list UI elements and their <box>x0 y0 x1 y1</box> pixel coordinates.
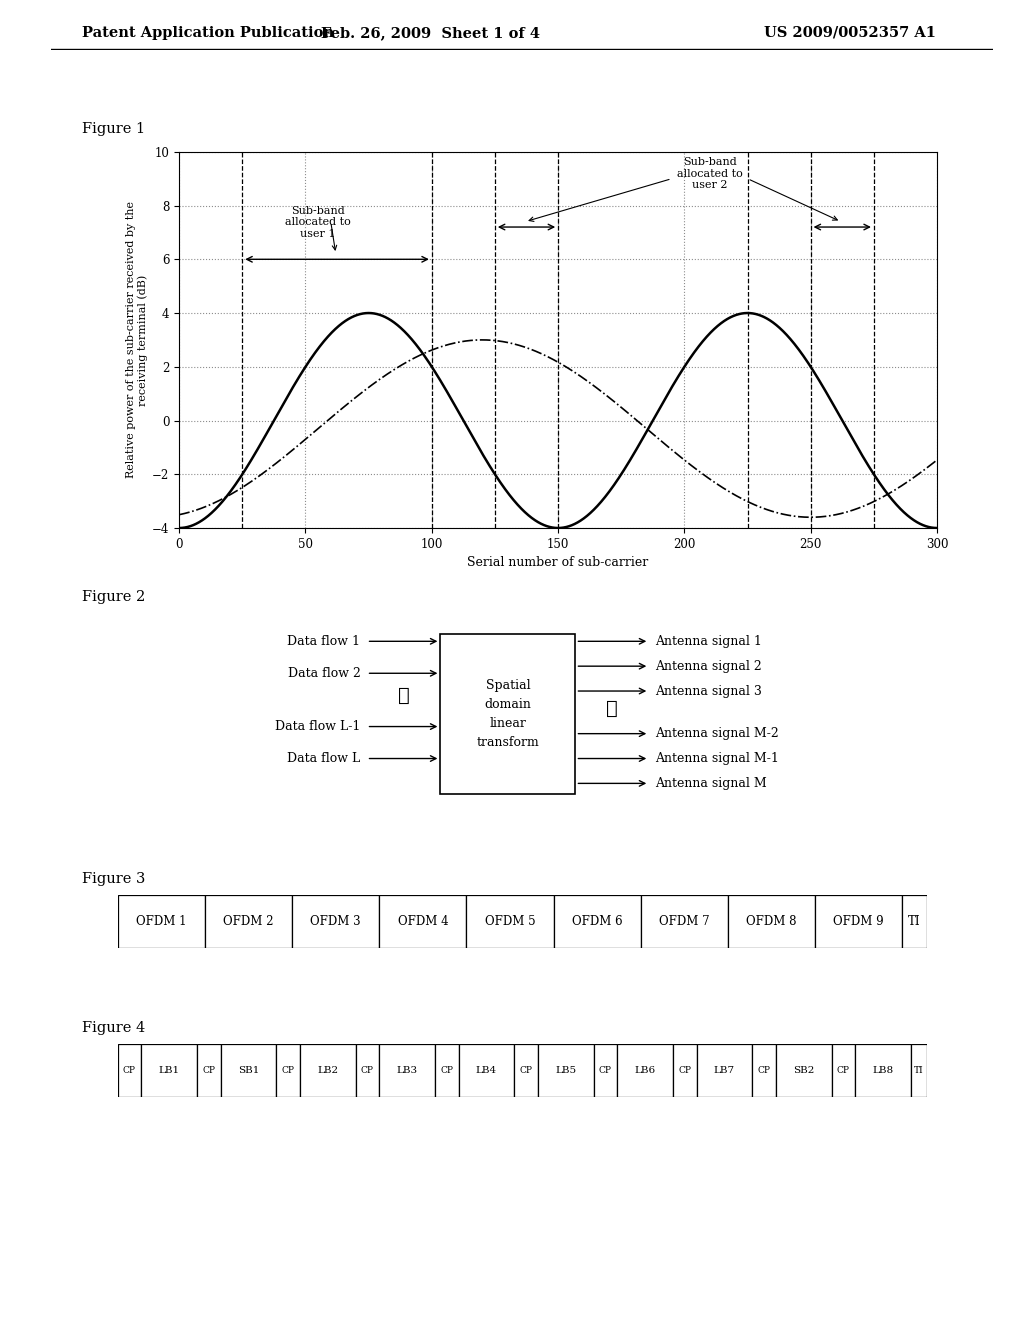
Bar <box>118 895 205 948</box>
Text: Antenna signal 3: Antenna signal 3 <box>655 685 762 697</box>
Text: Antenna signal M-2: Antenna signal M-2 <box>655 727 779 741</box>
Text: CP: CP <box>203 1067 215 1074</box>
Bar <box>379 895 467 948</box>
Bar <box>197 1044 220 1097</box>
Text: OFDM 4: OFDM 4 <box>397 915 449 928</box>
Text: ⋮: ⋮ <box>397 688 410 705</box>
Text: Antenna signal M: Antenna signal M <box>655 777 767 789</box>
Text: OFDM 7: OFDM 7 <box>659 915 710 928</box>
Bar <box>514 1044 538 1097</box>
Text: Figure 1: Figure 1 <box>82 123 145 136</box>
Bar <box>753 1044 776 1097</box>
Bar <box>538 1044 594 1097</box>
Text: CP: CP <box>519 1067 532 1074</box>
Text: LB7: LB7 <box>714 1067 735 1074</box>
Bar <box>220 1044 276 1097</box>
Bar <box>141 1044 197 1097</box>
Text: SB2: SB2 <box>794 1067 814 1074</box>
Text: CP: CP <box>361 1067 374 1074</box>
Bar <box>300 1044 355 1097</box>
Text: OFDM 6: OFDM 6 <box>571 915 623 928</box>
Text: LB5: LB5 <box>555 1067 577 1074</box>
Text: Feb. 26, 2009  Sheet 1 of 4: Feb. 26, 2009 Sheet 1 of 4 <box>321 26 540 40</box>
Text: Data flow 1: Data flow 1 <box>288 635 360 648</box>
Bar <box>205 895 292 948</box>
Text: LB2: LB2 <box>317 1067 338 1074</box>
Bar <box>673 1044 696 1097</box>
Bar <box>594 1044 617 1097</box>
Text: OFDM 5: OFDM 5 <box>484 915 536 928</box>
Text: TI: TI <box>908 915 921 928</box>
Text: Data flow 2: Data flow 2 <box>288 667 360 680</box>
Text: CP: CP <box>440 1067 454 1074</box>
Bar <box>641 895 728 948</box>
Text: Antenna signal 2: Antenna signal 2 <box>655 660 762 673</box>
Bar <box>815 895 902 948</box>
Text: LB4: LB4 <box>476 1067 497 1074</box>
Text: LB1: LB1 <box>159 1067 180 1074</box>
Text: Figure 4: Figure 4 <box>82 1022 145 1035</box>
Bar <box>902 895 927 948</box>
Bar <box>728 895 815 948</box>
Bar <box>355 1044 379 1097</box>
Text: Data flow L: Data flow L <box>287 752 360 766</box>
Text: SB1: SB1 <box>238 1067 259 1074</box>
Bar <box>467 895 554 948</box>
Bar <box>118 1044 141 1097</box>
Bar <box>617 1044 673 1097</box>
Text: LB3: LB3 <box>396 1067 418 1074</box>
Bar <box>911 1044 927 1097</box>
Bar <box>776 1044 831 1097</box>
Text: CP: CP <box>282 1067 295 1074</box>
Text: LB6: LB6 <box>635 1067 655 1074</box>
Bar <box>276 1044 300 1097</box>
Bar <box>696 1044 753 1097</box>
Bar <box>855 1044 911 1097</box>
Text: Data flow L-1: Data flow L-1 <box>275 719 360 733</box>
Text: Spatial
domain
linear
transform: Spatial domain linear transform <box>476 678 540 750</box>
Text: OFDM 1: OFDM 1 <box>136 915 186 928</box>
Text: CP: CP <box>123 1067 136 1074</box>
Text: Figure 3: Figure 3 <box>82 873 145 886</box>
Text: OFDM 9: OFDM 9 <box>834 915 884 928</box>
Bar <box>459 1044 514 1097</box>
Text: OFDM 2: OFDM 2 <box>223 915 273 928</box>
Text: Antenna signal M-1: Antenna signal M-1 <box>655 752 779 766</box>
Text: Sub-band
allocated to
user 1: Sub-band allocated to user 1 <box>286 206 351 239</box>
Text: CP: CP <box>678 1067 691 1074</box>
X-axis label: Serial number of sub-carrier: Serial number of sub-carrier <box>467 556 649 569</box>
Text: OFDM 8: OFDM 8 <box>746 915 797 928</box>
Text: Sub-band
allocated to
user 2: Sub-band allocated to user 2 <box>677 157 742 190</box>
Text: Patent Application Publication: Patent Application Publication <box>82 26 334 40</box>
Y-axis label: Relative power of the sub-carrier received by the
receiving terminal (dB): Relative power of the sub-carrier receiv… <box>126 202 147 478</box>
Text: Antenna signal 1: Antenna signal 1 <box>655 635 762 648</box>
Text: LB8: LB8 <box>872 1067 894 1074</box>
Bar <box>379 1044 435 1097</box>
Text: CP: CP <box>758 1067 771 1074</box>
Bar <box>435 1044 459 1097</box>
Text: Figure 2: Figure 2 <box>82 590 145 603</box>
Text: ⋮: ⋮ <box>606 700 618 718</box>
Bar <box>554 895 641 948</box>
Text: CP: CP <box>599 1067 612 1074</box>
Bar <box>440 634 575 795</box>
Text: CP: CP <box>837 1067 850 1074</box>
Text: OFDM 3: OFDM 3 <box>310 915 361 928</box>
Text: TI: TI <box>914 1067 924 1074</box>
Bar <box>292 895 379 948</box>
Bar <box>831 1044 855 1097</box>
Text: US 2009/0052357 A1: US 2009/0052357 A1 <box>764 26 936 40</box>
